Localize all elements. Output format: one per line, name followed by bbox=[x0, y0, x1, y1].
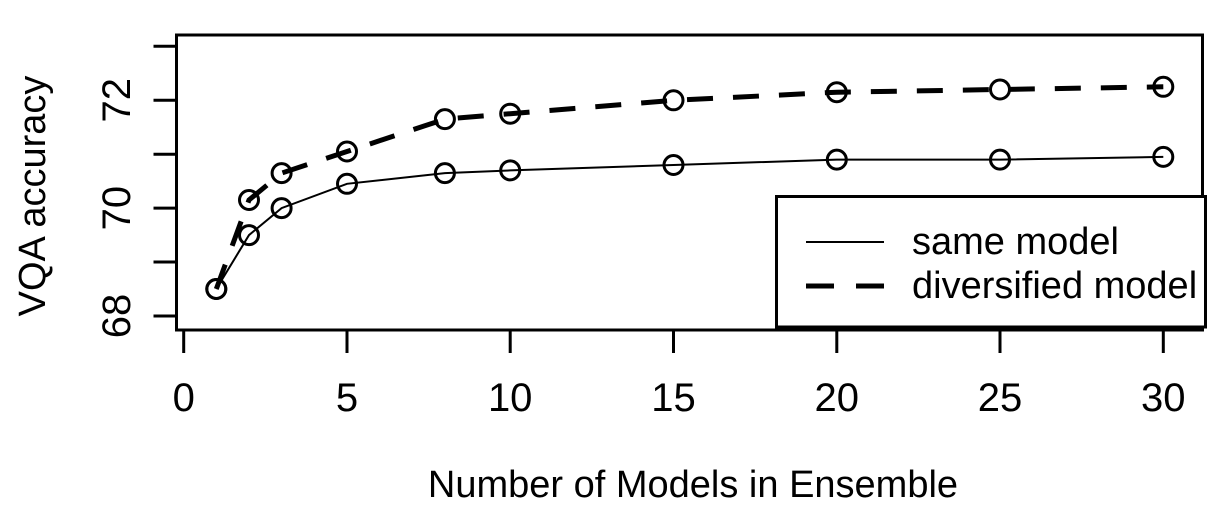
data-point-marker bbox=[825, 81, 848, 104]
legend-label: same model bbox=[912, 221, 1119, 263]
data-point-marker bbox=[433, 162, 456, 185]
data-point-marker bbox=[336, 172, 358, 195]
y-axis-tick-labels: 68 70 72 bbox=[95, 78, 139, 338]
x-tick-label: 0 bbox=[173, 376, 195, 420]
legend-label: diversified model bbox=[912, 265, 1197, 307]
y-axis-ticks bbox=[153, 44, 177, 318]
data-point-marker bbox=[205, 278, 228, 300]
x-tick-label: 10 bbox=[488, 376, 533, 420]
x-axis-title: Number of Models in Ensemble bbox=[428, 464, 958, 506]
data-point-marker bbox=[662, 154, 685, 176]
x-tick-label: 30 bbox=[1141, 376, 1186, 420]
data-point-marker bbox=[270, 197, 293, 220]
data-point-marker bbox=[662, 89, 685, 112]
data-point-marker bbox=[499, 159, 522, 182]
plot-panel-border bbox=[175, 33, 1204, 332]
data-point-marker bbox=[989, 148, 1011, 171]
data-point-marker bbox=[270, 162, 293, 185]
x-axis-tick-labels: 0 5 10 15 20 25 30 bbox=[173, 376, 1186, 420]
y-tick-label: 68 bbox=[95, 294, 139, 339]
x-tick-label: 15 bbox=[651, 376, 696, 420]
data-point-marker bbox=[499, 102, 522, 125]
y-axis-title: VQA accuracy bbox=[12, 76, 54, 317]
data-point-marker bbox=[825, 148, 848, 171]
data-point-marker bbox=[238, 189, 260, 211]
data-point-marker bbox=[336, 140, 358, 163]
x-tick-label: 20 bbox=[815, 376, 860, 420]
data-point-marker bbox=[989, 78, 1011, 101]
data-point-marker bbox=[1152, 145, 1175, 168]
y-tick-label: 72 bbox=[95, 78, 139, 123]
series-line-same-model bbox=[215, 155, 1164, 290]
x-axis-ticks bbox=[182, 330, 1165, 353]
series-line-diversified-model bbox=[213, 84, 1164, 290]
series-markers bbox=[205, 75, 1175, 300]
data-point-marker bbox=[1152, 75, 1175, 98]
x-tick-label: 5 bbox=[336, 376, 358, 420]
series-lines bbox=[213, 84, 1164, 290]
y-tick-label: 70 bbox=[95, 186, 139, 231]
data-point-marker bbox=[238, 224, 260, 247]
legend-border bbox=[775, 195, 1207, 329]
data-point-marker bbox=[433, 108, 456, 131]
x-tick-label: 25 bbox=[978, 376, 1023, 420]
